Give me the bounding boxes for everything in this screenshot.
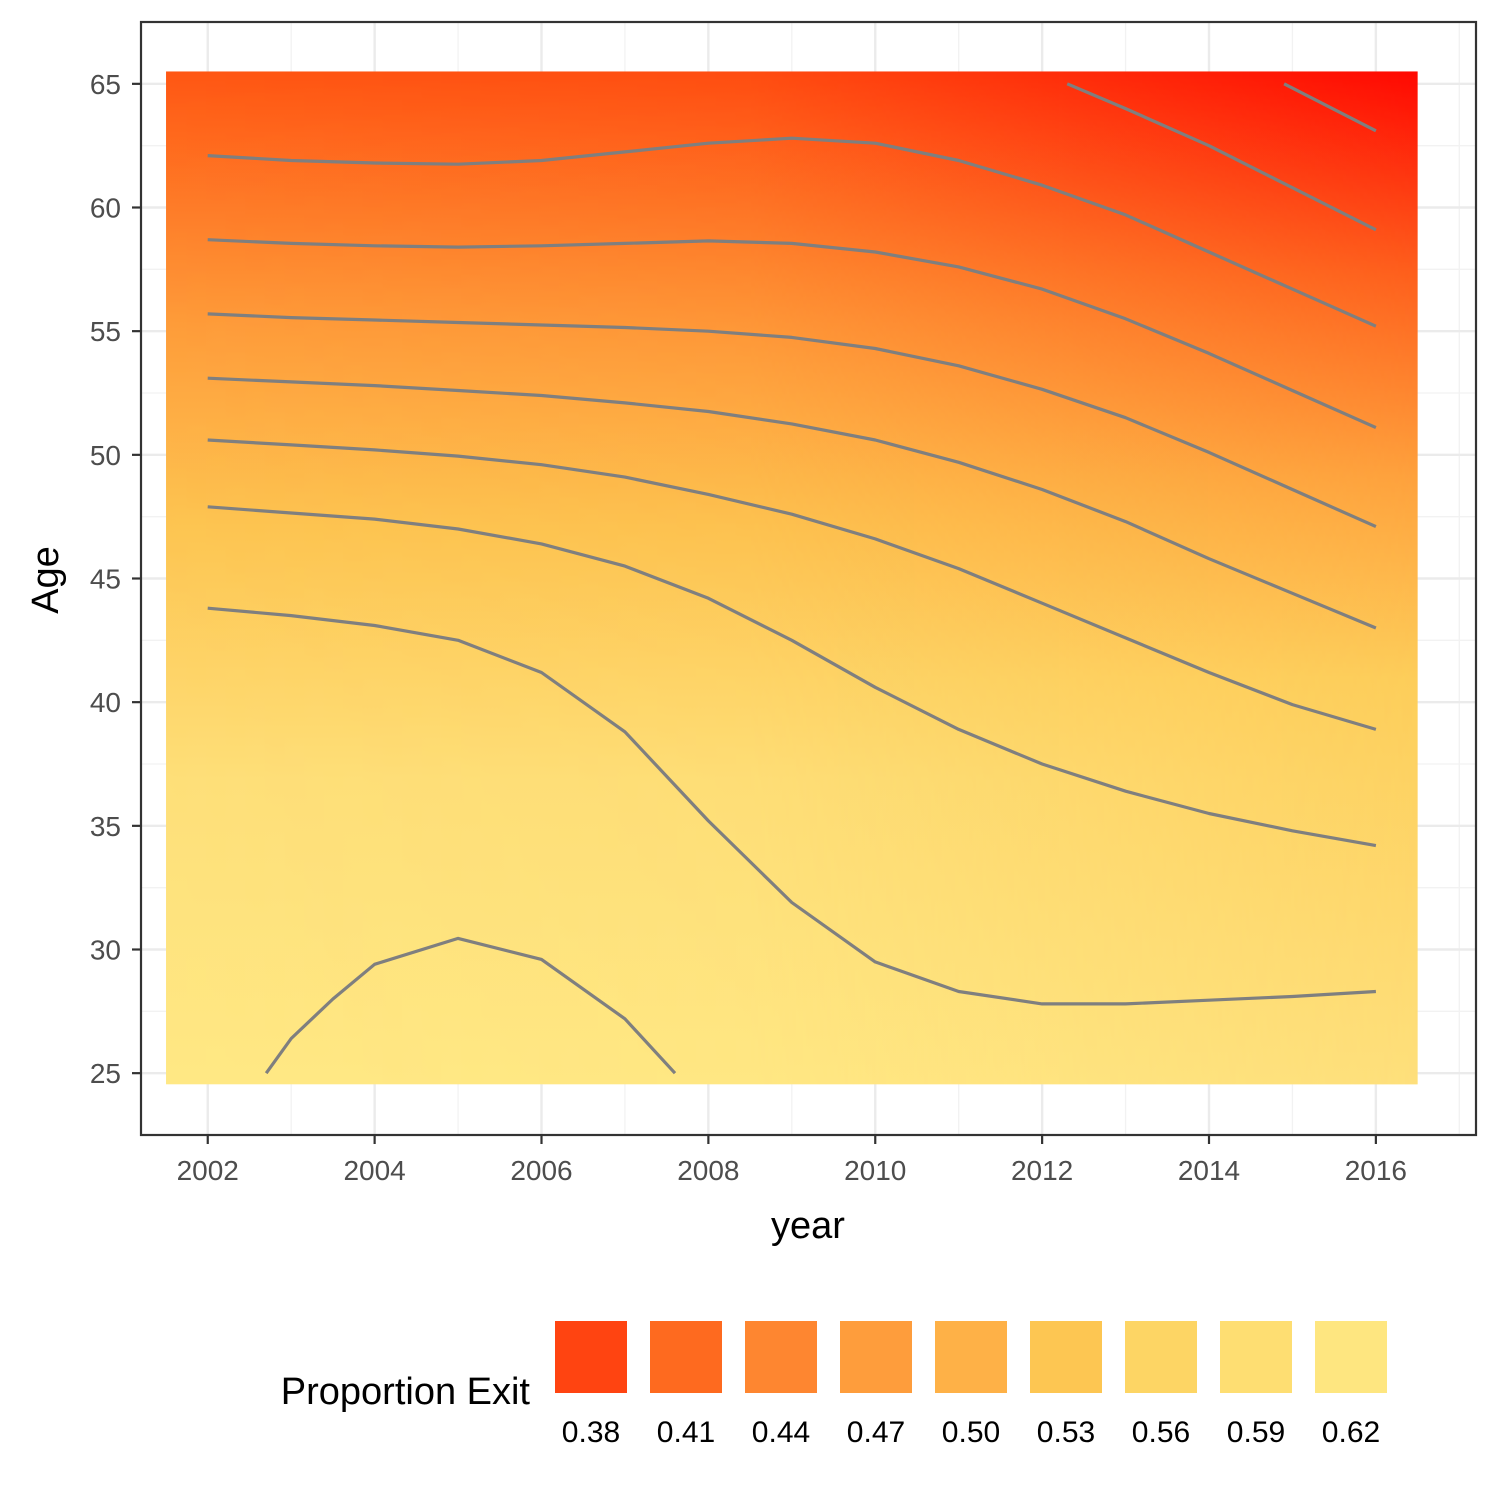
- x-tick-label: 2004: [343, 1155, 405, 1186]
- y-axis: 25 30 35 40 45 50 55 60 65: [90, 69, 141, 1089]
- x-axis: 2002 2004 2006 2008 2010 2012 2014 2016: [177, 1135, 1407, 1186]
- x-tick-label: 2010: [844, 1155, 906, 1186]
- legend-key-label: 0.59: [1227, 1416, 1285, 1449]
- legend-key-label: 0.44: [752, 1416, 810, 1449]
- legend-title: Proportion Exit: [281, 1371, 531, 1413]
- x-tick-label: 2016: [1345, 1155, 1407, 1186]
- contour-line-9: [1066, 82, 1377, 232]
- contour-line-1: [264, 936, 677, 1075]
- y-tick-label: 30: [90, 935, 121, 966]
- x-axis-title: year: [771, 1205, 845, 1247]
- contour-line-5: [207, 376, 1377, 630]
- y-tick-label: 40: [90, 687, 121, 718]
- y-tick-label: 35: [90, 811, 121, 842]
- legend-key: [650, 1321, 722, 1393]
- x-tick-label: 2006: [510, 1155, 572, 1186]
- legend: Proportion Exit 0.38 0.41 0.44 0.47 0.50 0.53…: [281, 1321, 1387, 1449]
- legend-key-label: 0.41: [657, 1416, 715, 1449]
- legend-key: [1315, 1321, 1387, 1393]
- x-tick-label: 2008: [677, 1155, 739, 1186]
- legend-key-label: 0.56: [1132, 1416, 1190, 1449]
- heatmap-area: [166, 71, 1418, 1085]
- contour-line-10: [1283, 82, 1377, 133]
- legend-key-label: 0.62: [1322, 1416, 1380, 1449]
- contour-line-2: [207, 606, 1376, 1006]
- contour-line-4: [207, 438, 1377, 731]
- x-tick-label: 2002: [177, 1155, 239, 1186]
- legend-key-label: 0.38: [562, 1416, 620, 1449]
- y-tick-label: 55: [90, 316, 121, 347]
- legend-keys: 0.38 0.41 0.44 0.47 0.50 0.53 0.56 0.59 0.62: [555, 1321, 1387, 1449]
- x-tick-label: 2012: [1011, 1155, 1073, 1186]
- contour-line-3: [207, 505, 1377, 848]
- contour-line-8: [207, 136, 1377, 328]
- y-tick-label: 65: [90, 69, 121, 100]
- legend-key: [555, 1321, 627, 1393]
- contour-line-7: [207, 238, 1377, 430]
- legend-key: [840, 1321, 912, 1393]
- heatmap-right-layer: [166, 71, 1418, 1085]
- legend-key: [1220, 1321, 1292, 1393]
- legend-key-label: 0.53: [1037, 1416, 1095, 1449]
- x-tick-label: 2014: [1178, 1155, 1240, 1186]
- legend-key-label: 0.50: [942, 1416, 1000, 1449]
- legend-key: [935, 1321, 1007, 1393]
- y-axis-title: Age: [25, 546, 67, 614]
- y-tick-label: 60: [90, 193, 121, 224]
- y-tick-label: 25: [90, 1058, 121, 1089]
- plot-panel: [139, 20, 1478, 1137]
- contour-line-6: [207, 312, 1377, 529]
- legend-key-label: 0.47: [847, 1416, 905, 1449]
- y-tick-label: 50: [90, 440, 121, 471]
- legend-key: [745, 1321, 817, 1393]
- contour-lines: [207, 82, 1377, 1075]
- y-tick-label: 45: [90, 564, 121, 595]
- legend-key: [1030, 1321, 1102, 1393]
- legend-key: [1125, 1321, 1197, 1393]
